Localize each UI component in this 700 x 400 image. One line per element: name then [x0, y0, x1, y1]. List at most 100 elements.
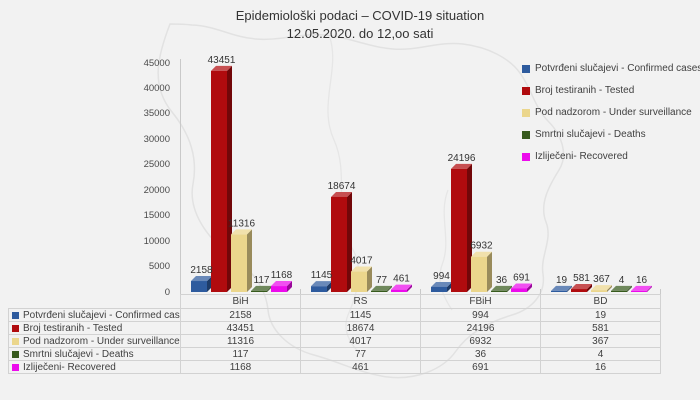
table-value-cell: 994: [420, 308, 541, 322]
legend-swatch-icon: [522, 64, 530, 73]
legend-label: Pod nadzorom - Under surveillance: [535, 107, 692, 118]
bar-data-label: 117: [254, 275, 270, 286]
table-value-cell: 581: [540, 321, 661, 335]
series-key-icon: [12, 324, 19, 332]
table-row-series2: Pod nadzorom - Under surveillance 11316 40…: [8, 334, 661, 348]
legend-item-3: Smrtni slučajevi - Deaths: [522, 129, 700, 140]
table-value-cell: 691: [420, 360, 541, 374]
table-header-FBiH: FBiH: [420, 294, 541, 309]
bar-top-face: [511, 283, 532, 289]
bar-FBiH-series3: [491, 290, 507, 292]
table-value-cell: 1168: [180, 360, 301, 374]
bar-side-face: [327, 281, 332, 292]
y-axis-tick-label: 10000: [143, 235, 170, 247]
chart-title: Epidemiološki podaci – COVID-19 situatio…: [120, 7, 600, 43]
y-axis-tick-label: 45000: [143, 57, 170, 69]
y-axis-tick-label: 25000: [143, 159, 170, 171]
bar-top-face: [231, 229, 252, 235]
bar-BD-series3: [611, 290, 627, 292]
table-value-cell: 77: [300, 347, 421, 361]
legend-item-1: Broj testiranih - Tested: [522, 85, 700, 96]
legend-swatch-icon: [522, 152, 530, 161]
bar-side-face: [247, 229, 252, 292]
table-row-label: Pod nadzorom - Under surveillance: [8, 334, 181, 348]
table-row-series0: Potvrđeni slučajevi - Confirmed cases 215…: [8, 308, 661, 322]
table-row-label: Broj testiranih - Tested: [8, 321, 181, 335]
table-value-cell: 43451: [180, 321, 301, 335]
table-value-cell: 19: [540, 308, 661, 322]
table-value-cell: 117: [180, 347, 301, 361]
bar-side-face: [587, 284, 592, 292]
table-row-label: Smrtni slučajevi - Deaths: [8, 347, 181, 361]
bar-top-face: [491, 285, 512, 291]
table-value-cell: 24196: [420, 321, 541, 335]
bar-data-label: 36: [496, 275, 508, 286]
bar-side-face: [467, 163, 472, 292]
y-axis-tick-label: 35000: [143, 108, 170, 120]
bar-top-face: [631, 285, 652, 291]
bar-top-face: [571, 284, 592, 290]
bar-RS-series3: [371, 290, 387, 292]
bar-top-face: [551, 285, 572, 291]
legend-label: Broj testiranih - Tested: [535, 85, 635, 96]
table-value-cell: 1145: [300, 308, 421, 322]
bar-FBiH-series2: [471, 256, 487, 292]
y-axis-tick-label: 15000: [143, 210, 170, 222]
table-row-label: Izliječeni- Recovered: [8, 360, 181, 374]
table-header-RS: RS: [300, 294, 421, 309]
bar-FBiH-series1: [451, 168, 467, 292]
bar-side-face: [267, 285, 272, 292]
bar-side-face: [487, 251, 492, 292]
bar-BiH-series3: [251, 290, 267, 292]
legend-swatch-icon: [522, 108, 530, 117]
bar-data-label: 16: [636, 275, 648, 286]
bar-data-label: 994: [433, 271, 450, 282]
legend-label: Izliječeni- Recovered: [535, 151, 628, 162]
bar-side-face: [607, 285, 612, 292]
chart-title-line1: Epidemiološki podaci – COVID-19 situatio…: [235, 8, 485, 23]
bar-data-label: 19: [556, 275, 568, 286]
legend-label: Potvrđeni slučajevi - Confirmed cases: [535, 63, 700, 74]
table-value-cell: 11316: [180, 334, 301, 348]
bar-data-label: 4017: [350, 256, 373, 267]
bar-data-label: 581: [573, 273, 590, 284]
bar-data-label: 1168: [271, 270, 293, 281]
chart-title-line2: 12.05.2020. do 12,oo sati: [286, 26, 434, 41]
bar-side-face: [507, 285, 512, 292]
bar-data-label: 24196: [448, 153, 476, 164]
table-row-series4: Izliječeni- Recovered 1168 461 691 16: [8, 360, 661, 374]
bar-BD-series1: [571, 289, 587, 292]
bar-side-face: [227, 65, 232, 292]
bar-side-face: [527, 283, 532, 292]
series-key-icon: [12, 350, 19, 358]
bar-RS-series0: [311, 286, 327, 292]
bar-side-face: [407, 284, 412, 292]
bar-top-face: [471, 251, 492, 257]
table-corner-cell: [8, 294, 181, 309]
bar-top-face: [311, 281, 332, 287]
table-value-cell: 16: [540, 360, 661, 374]
bar-data-label: 77: [376, 275, 388, 286]
bar-BD-series2: [591, 290, 607, 292]
bar-data-label: 18674: [328, 181, 356, 192]
bar-top-face: [611, 285, 632, 291]
series-key-icon: [12, 363, 19, 371]
bar-FBiH-series4: [511, 288, 527, 292]
table-value-cell: 461: [300, 360, 421, 374]
chart-legend: Potvrđeni slučajevi - Confirmed cases Bro…: [522, 63, 700, 173]
bar-top-face: [391, 284, 412, 290]
bar-side-face: [647, 285, 652, 292]
bar-side-face: [627, 285, 632, 292]
bar-side-face: [207, 276, 212, 292]
bar-BiH-series2: [231, 234, 247, 292]
table-value-cell: 36: [420, 347, 541, 361]
bar-BD-series0: [551, 290, 567, 292]
bar-top-face: [431, 281, 452, 287]
bar-BiH-series1: [211, 70, 227, 292]
bar-side-face: [287, 281, 292, 292]
bar-top-face: [271, 281, 292, 287]
bar-BiH-series0: [191, 281, 207, 292]
bar-top-face: [591, 285, 612, 291]
bar-BiH-series4: [271, 286, 287, 292]
